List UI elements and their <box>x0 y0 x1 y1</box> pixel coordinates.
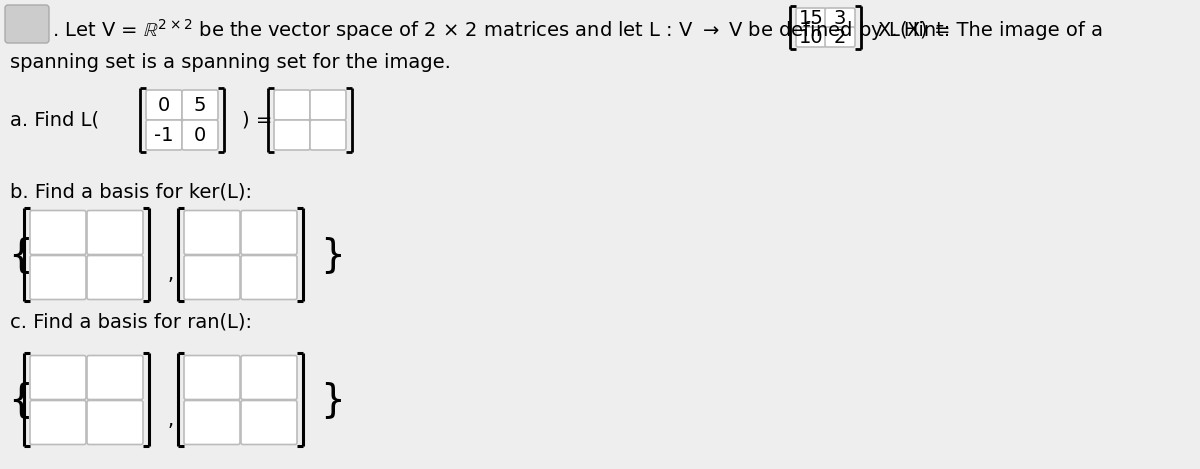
FancyBboxPatch shape <box>184 401 240 445</box>
FancyBboxPatch shape <box>88 256 143 300</box>
FancyBboxPatch shape <box>182 90 218 120</box>
FancyBboxPatch shape <box>30 256 86 300</box>
FancyBboxPatch shape <box>241 211 298 255</box>
Text: {: { <box>8 381 32 419</box>
Text: X. Hint: The image of a: X. Hint: The image of a <box>878 21 1103 39</box>
Text: c. Find a basis for ran(L):: c. Find a basis for ran(L): <box>10 312 252 332</box>
FancyBboxPatch shape <box>274 90 310 120</box>
FancyBboxPatch shape <box>274 120 310 150</box>
Text: a. Find L(: a. Find L( <box>10 111 98 129</box>
FancyBboxPatch shape <box>146 120 182 150</box>
Text: ) =: ) = <box>242 111 272 129</box>
FancyBboxPatch shape <box>146 90 182 120</box>
Text: 15: 15 <box>798 8 823 28</box>
FancyBboxPatch shape <box>241 356 298 400</box>
FancyBboxPatch shape <box>30 211 86 255</box>
Text: 0: 0 <box>158 96 170 114</box>
FancyBboxPatch shape <box>796 8 826 28</box>
FancyBboxPatch shape <box>88 211 143 255</box>
FancyBboxPatch shape <box>310 120 346 150</box>
Text: }: } <box>320 236 344 274</box>
FancyBboxPatch shape <box>184 211 240 255</box>
FancyBboxPatch shape <box>88 401 143 445</box>
Text: -1: -1 <box>155 126 174 144</box>
Text: . Let V = $\mathbb{R}^{2\times2}$ be the vector space of 2 $\times$ 2 matrices a: . Let V = $\mathbb{R}^{2\times2}$ be the… <box>52 17 952 43</box>
Text: 3: 3 <box>834 8 846 28</box>
Text: ,: , <box>168 410 174 430</box>
FancyBboxPatch shape <box>826 8 854 28</box>
FancyBboxPatch shape <box>88 356 143 400</box>
FancyBboxPatch shape <box>182 120 218 150</box>
FancyBboxPatch shape <box>796 27 826 47</box>
Text: 0: 0 <box>194 126 206 144</box>
FancyBboxPatch shape <box>241 401 298 445</box>
FancyBboxPatch shape <box>30 401 86 445</box>
Text: }: } <box>320 381 344 419</box>
FancyBboxPatch shape <box>310 90 346 120</box>
Text: {: { <box>8 236 32 274</box>
FancyBboxPatch shape <box>184 256 240 300</box>
Text: spanning set is a spanning set for the image.: spanning set is a spanning set for the i… <box>10 53 451 71</box>
FancyBboxPatch shape <box>826 27 854 47</box>
FancyBboxPatch shape <box>241 256 298 300</box>
FancyBboxPatch shape <box>30 356 86 400</box>
Text: 10: 10 <box>799 28 823 46</box>
Text: 5: 5 <box>193 96 206 114</box>
FancyBboxPatch shape <box>5 5 49 43</box>
Text: b. Find a basis for ker(L):: b. Find a basis for ker(L): <box>10 182 252 202</box>
Text: ,: , <box>168 265 174 285</box>
FancyBboxPatch shape <box>184 356 240 400</box>
Text: 2: 2 <box>834 28 846 46</box>
